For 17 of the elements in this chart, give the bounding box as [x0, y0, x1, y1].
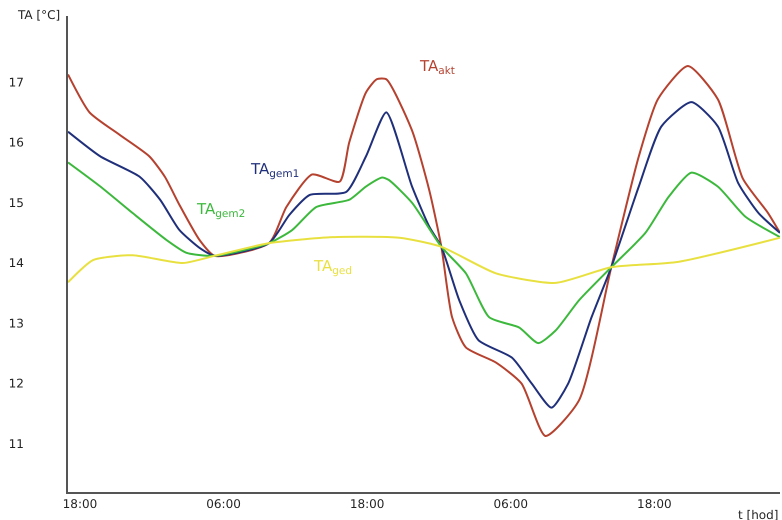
y-tick-label: 17: [8, 75, 24, 90]
y-tick-label: 11: [8, 437, 24, 451]
series-label: TA$_{gem2}$: [196, 200, 246, 220]
series-label: TA$_{akt}$: [419, 57, 455, 78]
series-label: TA$_{ged}$: [313, 257, 352, 278]
y-tick-label: 15: [8, 196, 24, 210]
series-label: TA$_{gem1}$: [250, 160, 300, 180]
y-tick-label: 12: [8, 376, 24, 391]
y-tick-label: 13: [8, 316, 24, 330]
x-tick-label: 06:00: [493, 497, 528, 512]
x-tick-label: 18:00: [350, 497, 384, 512]
y-tick-label: 14: [8, 256, 24, 270]
y-axis-title: TA [°C]: [17, 8, 60, 22]
y-tick-label: 16: [8, 136, 24, 150]
x-tick-label: 18:00: [62, 497, 98, 512]
x-tick-label: 18:00: [637, 497, 672, 512]
x-tick-label: 06:00: [206, 497, 241, 512]
